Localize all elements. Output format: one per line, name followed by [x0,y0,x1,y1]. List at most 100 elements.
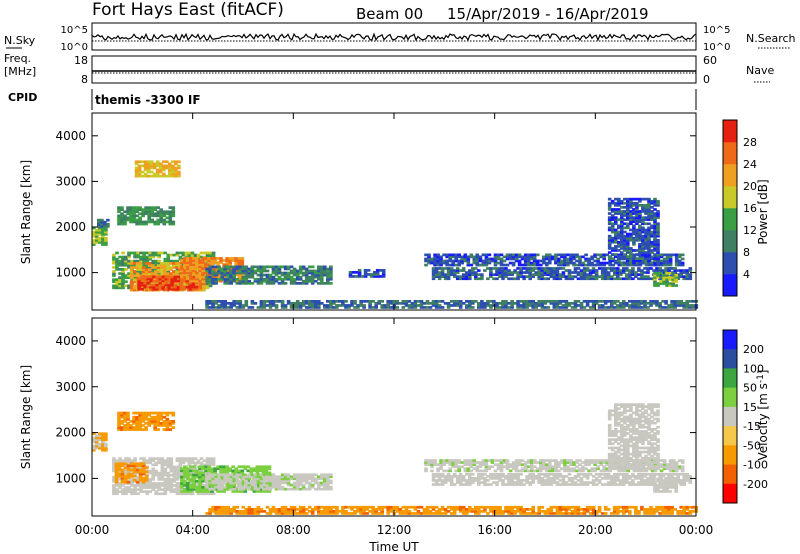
range-cell [286,481,291,485]
range-cell [656,253,660,256]
range-cell [127,488,131,491]
range-cell [123,413,127,417]
range-cell [647,232,651,236]
range-cell [226,277,230,281]
range-cell [600,277,605,281]
colorbar-tick-label: 12 [743,224,757,237]
range-cell [638,214,642,217]
range-cell [192,257,196,260]
range-cell [147,210,151,214]
range-cell [437,300,442,303]
range-cell [219,477,223,481]
range-cell [452,304,457,307]
range-cell [132,208,136,211]
range-cell [232,279,236,283]
range-cell [317,510,321,513]
range-cell [115,278,119,281]
range-cell [434,300,439,303]
range-cell [437,510,442,513]
range-cell [101,444,105,448]
range-cell [632,228,636,232]
range-cell [610,218,615,221]
range-cell [620,236,624,240]
range-cell [133,486,137,489]
range-cell [620,245,624,248]
range-cell [638,243,642,246]
range-cell [164,287,169,291]
range-cell [588,273,593,276]
range-cell [132,278,137,282]
range-cell [152,287,156,291]
range-cell [688,277,693,281]
range-cell [238,300,243,303]
range-cell [664,302,668,305]
range-cell [193,463,198,467]
range-cell [165,428,170,431]
range-cell [635,228,639,232]
range-cell [641,240,645,244]
range-cell [190,457,195,460]
range-cell [523,263,528,267]
range-cell [481,261,486,265]
range-cell [368,306,372,309]
range-cell [223,277,227,281]
range-cell [649,302,653,305]
range-cell [659,253,664,257]
range-cell [662,257,667,261]
range-cell [101,243,105,246]
range-cell [425,510,430,513]
range-cell [211,279,215,283]
range-cell [555,273,560,276]
range-cell [620,210,624,213]
range-cell [326,275,330,279]
range-cell [350,508,354,511]
range-cell [517,261,522,265]
range-cell [237,469,242,473]
range-cell [502,263,507,267]
range-cell [195,271,199,275]
range-cell [202,255,207,259]
range-cell [237,465,242,469]
range-cell [292,277,297,281]
range-cell [144,470,149,474]
range-cell [112,475,116,479]
range-cell [130,278,134,281]
range-cell [320,282,324,285]
range-cell [472,259,477,263]
range-cell [262,477,267,481]
range-cell [295,273,300,277]
range-cell [555,304,560,307]
range-cell [104,232,108,236]
range-cell [208,275,212,279]
range-cell [157,272,161,275]
range-cell [192,486,196,489]
range-cell [635,208,639,211]
range-cell [606,271,611,274]
range-cell [274,481,279,485]
range-cell [452,508,457,511]
range-cell [555,302,560,305]
range-cell [205,306,209,309]
range-cell [647,247,651,250]
range-cell [301,508,306,511]
range-cell [295,306,300,309]
range-cell [150,266,155,269]
range-cell [647,253,652,257]
range-cell [92,436,96,440]
range-cell [259,304,264,307]
range-cell [274,477,279,481]
range-cell [674,261,679,265]
range-cell [133,251,137,255]
range-cell [198,481,202,485]
range-cell [635,257,639,260]
range-cell [674,257,679,261]
range-cell [563,263,567,267]
range-cell [220,306,224,309]
range-cell [162,220,167,224]
range-cell [386,512,390,515]
range-cell [323,273,327,277]
range-cell [653,255,658,259]
range-cell [629,238,633,242]
range-cell [247,271,252,275]
range-cell [449,269,454,272]
